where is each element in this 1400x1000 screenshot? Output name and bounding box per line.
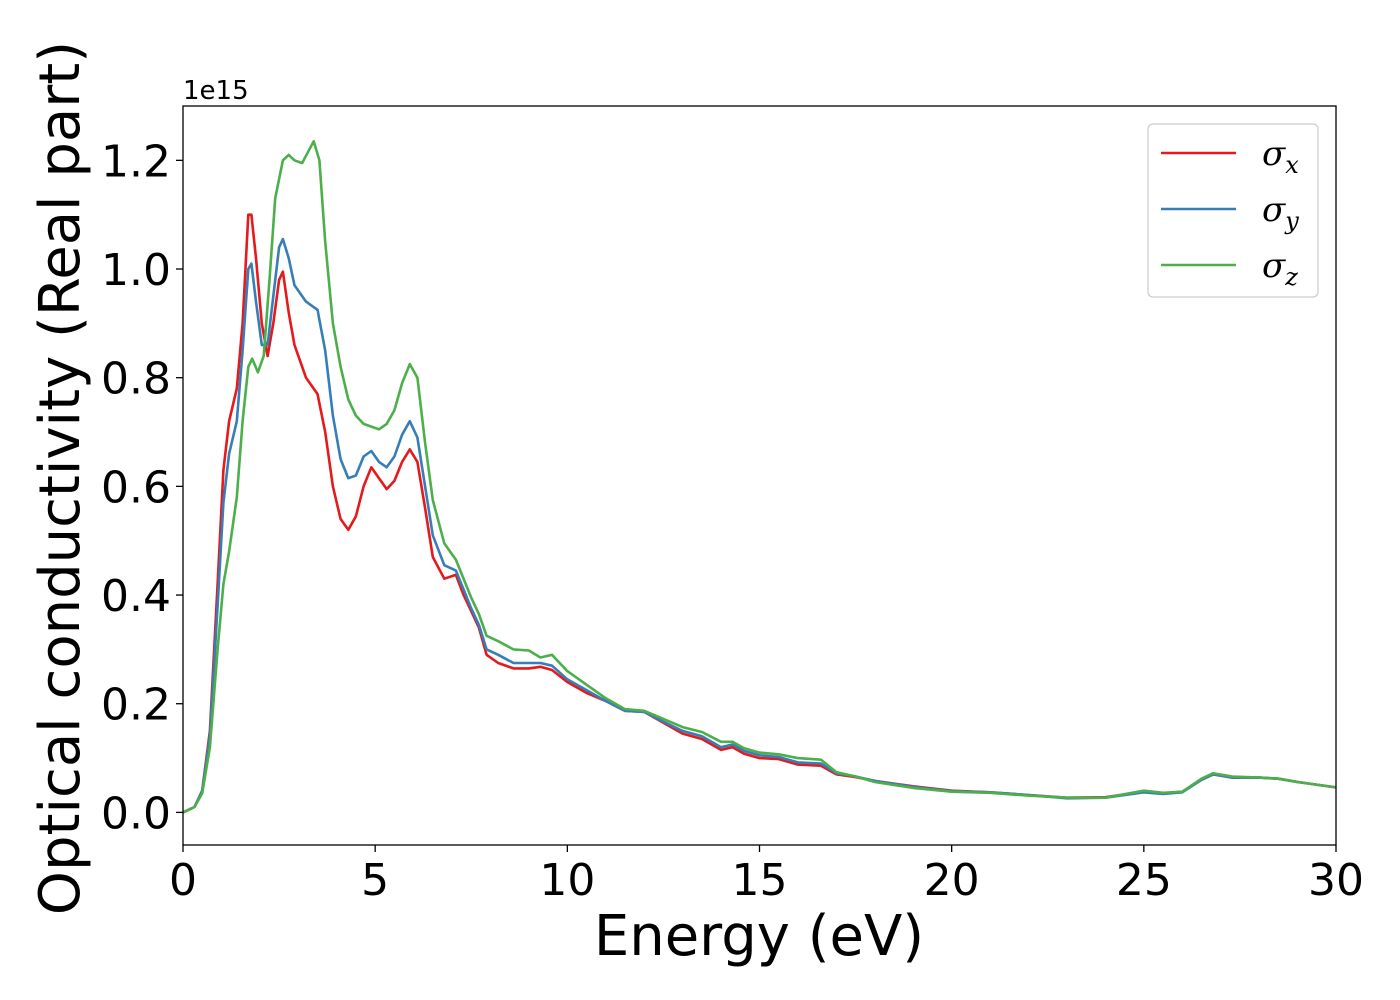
y-tick-label: 0.0 bbox=[101, 788, 171, 839]
x-axis: 0 5 10 15 20 25 30 bbox=[169, 845, 1364, 906]
y-tick-label: 0.4 bbox=[101, 571, 171, 622]
y-offset-label: 1e15 bbox=[183, 76, 249, 106]
x-tick-label: 10 bbox=[539, 855, 595, 906]
x-tick-label: 20 bbox=[924, 855, 980, 906]
legend-label-sigma-y: σy bbox=[1262, 190, 1299, 235]
legend-label-sigma-x: σx bbox=[1262, 134, 1299, 179]
x-tick-label: 30 bbox=[1308, 855, 1364, 906]
y-axis: 0.0 0.2 0.4 0.6 0.8 1.0 1.2 bbox=[101, 136, 183, 839]
x-axis-title: Energy (eV) bbox=[594, 904, 924, 969]
legend: σx σy σz bbox=[1147, 123, 1319, 298]
y-tick-label: 0.2 bbox=[101, 680, 171, 731]
legend-label-sigma-z: σz bbox=[1262, 246, 1298, 291]
series-line-sigma-x bbox=[183, 213, 1336, 814]
x-tick-label: 5 bbox=[361, 855, 389, 906]
x-tick-label: 0 bbox=[169, 855, 197, 906]
y-tick-label: 1.2 bbox=[101, 136, 171, 187]
y-tick-label: 0.6 bbox=[101, 462, 171, 513]
legend-box bbox=[1147, 123, 1319, 298]
x-tick-label: 25 bbox=[1116, 855, 1172, 906]
y-tick-label: 0.8 bbox=[101, 354, 171, 405]
x-tick-label: 15 bbox=[732, 855, 788, 906]
series-line-sigma-y bbox=[183, 237, 1336, 814]
y-axis-title: Optical conductivity (Real part) bbox=[28, 41, 93, 915]
series-line-sigma-z bbox=[183, 140, 1336, 814]
y-tick-label: 1.0 bbox=[101, 245, 171, 296]
